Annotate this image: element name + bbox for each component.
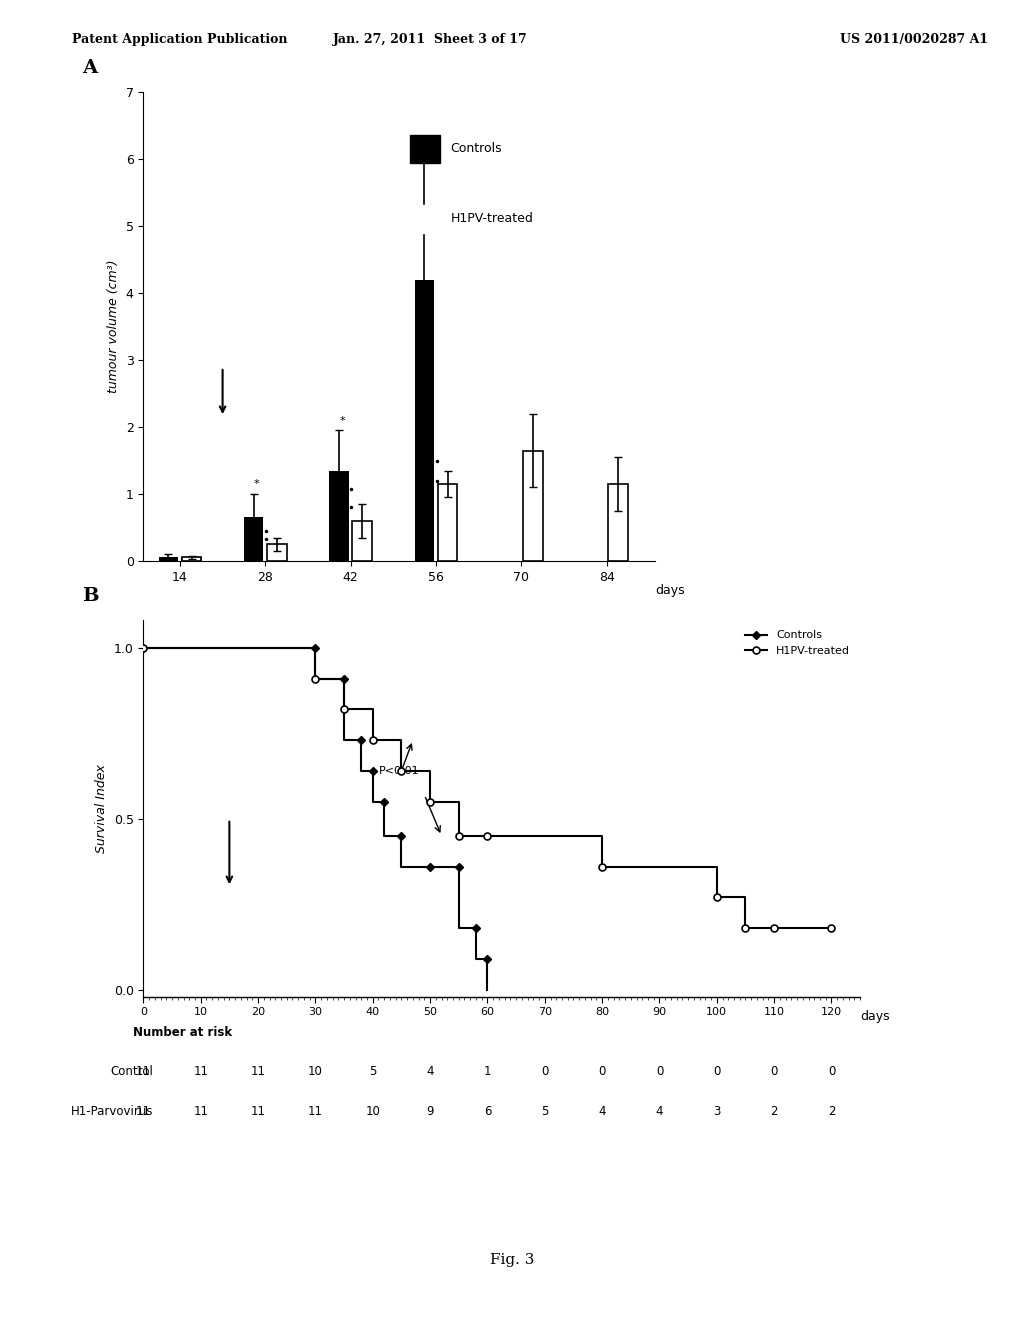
Text: 11: 11 — [251, 1105, 265, 1118]
Bar — [415, 280, 434, 561]
Text: *: * — [254, 479, 259, 490]
Text: 9: 9 — [426, 1105, 434, 1118]
Bar — [267, 544, 287, 561]
Text: 6: 6 — [483, 1105, 492, 1118]
Text: 11: 11 — [251, 1065, 265, 1078]
Text: 0: 0 — [827, 1065, 836, 1078]
Text: 0: 0 — [541, 1065, 549, 1078]
Text: B: B — [82, 586, 98, 605]
Text: H1-Parvovirus: H1-Parvovirus — [71, 1105, 154, 1118]
Text: 0: 0 — [770, 1065, 778, 1078]
Text: 11: 11 — [136, 1065, 151, 1078]
Bar — [244, 517, 263, 561]
Text: 11: 11 — [136, 1105, 151, 1118]
Text: Fig. 3: Fig. 3 — [489, 1253, 535, 1267]
Text: 11: 11 — [308, 1105, 323, 1118]
Text: 4: 4 — [655, 1105, 664, 1118]
Text: 3: 3 — [713, 1105, 721, 1118]
Y-axis label: tumour volume (cm³): tumour volume (cm³) — [108, 260, 120, 393]
Text: 11: 11 — [194, 1065, 208, 1078]
Bar — [608, 484, 628, 561]
Bar — [410, 205, 440, 232]
Text: Patent Application Publication: Patent Application Publication — [72, 33, 287, 46]
Text: P<0.01: P<0.01 — [379, 767, 419, 776]
Bar — [330, 471, 349, 561]
Text: 0: 0 — [598, 1065, 606, 1078]
Text: US 2011/0020287 A1: US 2011/0020287 A1 — [840, 33, 988, 46]
Text: days: days — [860, 1010, 890, 1023]
Bar — [182, 557, 202, 561]
Text: Controls: Controls — [451, 143, 502, 156]
Bar — [523, 450, 543, 561]
Text: 0: 0 — [713, 1065, 721, 1078]
Text: days: days — [655, 585, 685, 598]
Text: 1: 1 — [483, 1065, 492, 1078]
Text: Control: Control — [111, 1065, 154, 1078]
Text: 11: 11 — [194, 1105, 208, 1118]
Bar — [438, 484, 458, 561]
Text: 4: 4 — [598, 1105, 606, 1118]
Text: 2: 2 — [827, 1105, 836, 1118]
Text: *: * — [339, 416, 345, 426]
Text: Number at risk: Number at risk — [133, 1026, 232, 1039]
Bar — [159, 557, 178, 561]
Text: 0: 0 — [655, 1065, 664, 1078]
Text: H1PV-treated: H1PV-treated — [451, 213, 534, 226]
Text: 10: 10 — [366, 1105, 380, 1118]
Text: 5: 5 — [369, 1065, 377, 1078]
Text: **: ** — [422, 148, 433, 158]
Text: 2: 2 — [770, 1105, 778, 1118]
Text: 5: 5 — [541, 1105, 549, 1118]
Y-axis label: Survival Index: Survival Index — [95, 764, 109, 853]
Legend: Controls, H1PV-treated: Controls, H1PV-treated — [740, 626, 855, 660]
Text: A: A — [82, 58, 97, 77]
Bar — [410, 135, 440, 162]
Bar — [352, 521, 372, 561]
Bar — [182, 557, 202, 561]
Text: Jan. 27, 2011  Sheet 3 of 17: Jan. 27, 2011 Sheet 3 of 17 — [333, 33, 527, 46]
Bar — [159, 557, 178, 561]
Text: 4: 4 — [426, 1065, 434, 1078]
Text: 10: 10 — [308, 1065, 323, 1078]
